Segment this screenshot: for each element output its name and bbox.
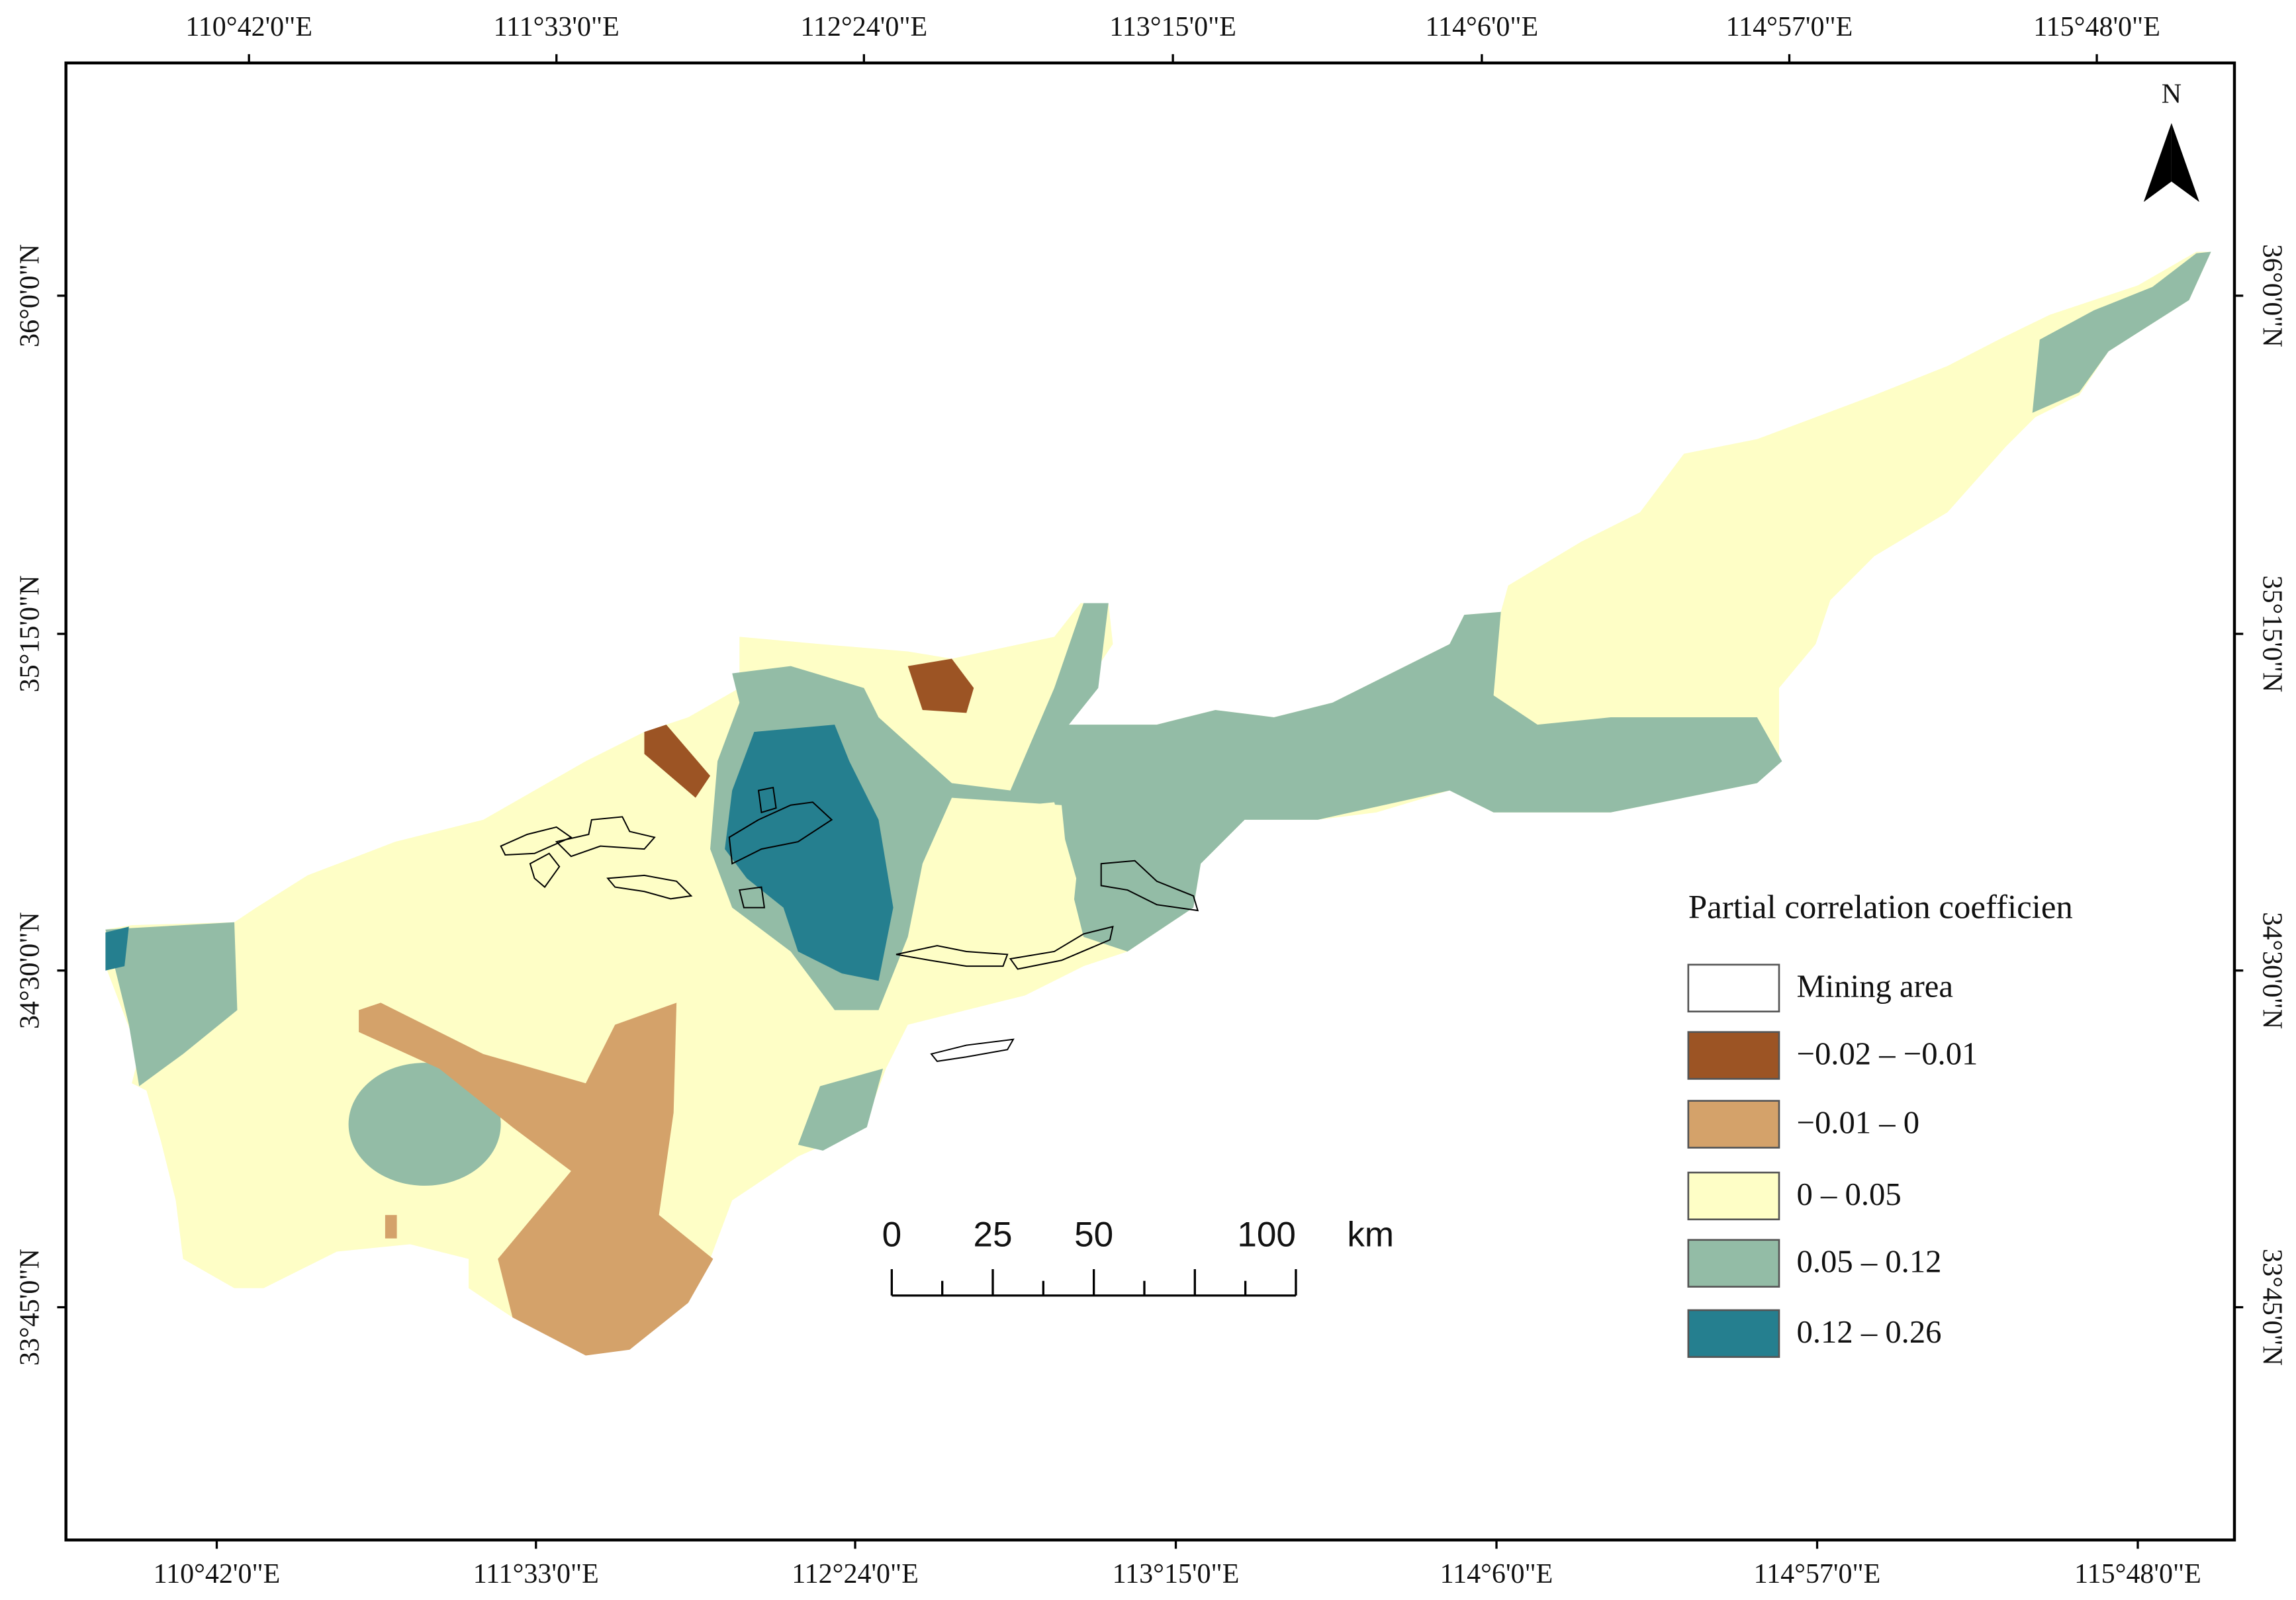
left-label: 36°0'0"N bbox=[15, 244, 45, 347]
mining-area bbox=[500, 826, 573, 856]
bottom-label: 113°15'0"E bbox=[1113, 1559, 1240, 1589]
legend-label: 0 – 0.05 bbox=[1797, 1177, 1902, 1212]
bottom-label: 112°24'0"E bbox=[792, 1559, 919, 1589]
right-label: 34°30'0"N bbox=[2256, 912, 2287, 1029]
scale-unit: km bbox=[1347, 1215, 1394, 1254]
bottom-label: 114°6'0"E bbox=[1440, 1559, 1553, 1589]
region bbox=[385, 1215, 397, 1239]
legend-swatch bbox=[1687, 1171, 1780, 1221]
top-label: 115°48'0"E bbox=[2033, 12, 2160, 42]
mining-area bbox=[930, 1038, 1015, 1062]
mining-area bbox=[606, 874, 693, 900]
scale-label: 0 bbox=[882, 1215, 902, 1254]
legend-label: −0.01 – 0 bbox=[1797, 1104, 1920, 1140]
mining-area bbox=[1100, 860, 1199, 912]
bottom-label: 110°42'0"E bbox=[154, 1559, 281, 1589]
top-label: 111°33'0"E bbox=[494, 12, 620, 42]
top-label: 112°24'0"E bbox=[800, 12, 927, 42]
right-label: 33°45'0"N bbox=[2256, 1249, 2287, 1366]
region bbox=[907, 658, 974, 713]
region bbox=[105, 922, 238, 1087]
scale-label: 25 bbox=[973, 1215, 1012, 1254]
scale-label: 50 bbox=[1074, 1215, 1113, 1254]
map-frame bbox=[64, 61, 2236, 1542]
top-label: 114°57'0"E bbox=[1726, 12, 1853, 42]
mining-area bbox=[529, 852, 561, 889]
legend-label: Mining area bbox=[1797, 969, 1953, 1004]
region bbox=[359, 1002, 713, 1356]
mining-area bbox=[555, 816, 656, 858]
region bbox=[644, 725, 711, 798]
scale-label: 100 bbox=[1237, 1215, 1296, 1254]
mining-area bbox=[895, 945, 1009, 967]
legend-label: −0.02 – −0.01 bbox=[1797, 1036, 1978, 1071]
legend-swatch bbox=[1687, 963, 1780, 1012]
region bbox=[2032, 251, 2211, 413]
mining-area bbox=[757, 787, 777, 814]
mining-areas bbox=[500, 787, 1199, 1062]
north-label: N bbox=[2162, 79, 2181, 110]
legend-swatch bbox=[1687, 1309, 1780, 1358]
region bbox=[798, 1068, 884, 1151]
graticule: 110°42'0"E 111°33'0"E 112°24'0"E 113°15'0"E… bbox=[15, 12, 2287, 1589]
top-label: 114°6'0"E bbox=[1426, 12, 1539, 42]
legend-swatch bbox=[1687, 1031, 1780, 1080]
legend-swatch bbox=[1687, 1100, 1780, 1149]
bottom-label: 114°57'0"E bbox=[1754, 1559, 1881, 1589]
right-label: 36°0'0"N bbox=[2256, 244, 2287, 347]
left-label: 34°30'0"N bbox=[15, 912, 45, 1029]
top-label: 110°42'0"E bbox=[185, 12, 312, 42]
legend-title: Partial correlation coefficien bbox=[1688, 889, 2073, 926]
left-label: 33°45'0"N bbox=[15, 1249, 45, 1366]
legend-label: 0.12 – 0.26 bbox=[1797, 1314, 1942, 1350]
mining-area bbox=[1009, 926, 1114, 970]
mining-area bbox=[739, 886, 766, 909]
left-label: 35°15'0"N bbox=[15, 575, 45, 692]
scale-bar: 0 25 50 100 km bbox=[882, 1215, 1394, 1297]
mining-area bbox=[728, 801, 833, 865]
bottom-label: 111°33'0"E bbox=[473, 1559, 599, 1589]
regions bbox=[105, 251, 2211, 1356]
region bbox=[348, 1063, 501, 1186]
legend-label: 0.05 – 0.12 bbox=[1797, 1244, 1942, 1280]
legend-swatch bbox=[1687, 1239, 1780, 1288]
right-label: 35°15'0"N bbox=[2256, 575, 2287, 692]
top-label: 113°15'0"E bbox=[1109, 12, 1236, 42]
region bbox=[105, 926, 129, 971]
legend: Partial correlation coefficien Mining ar… bbox=[1687, 889, 2073, 1358]
north-arrow-left bbox=[2143, 122, 2172, 202]
region bbox=[944, 802, 1077, 967]
bottom-label: 115°48'0"E bbox=[2074, 1559, 2201, 1589]
region bbox=[710, 603, 1782, 1010]
